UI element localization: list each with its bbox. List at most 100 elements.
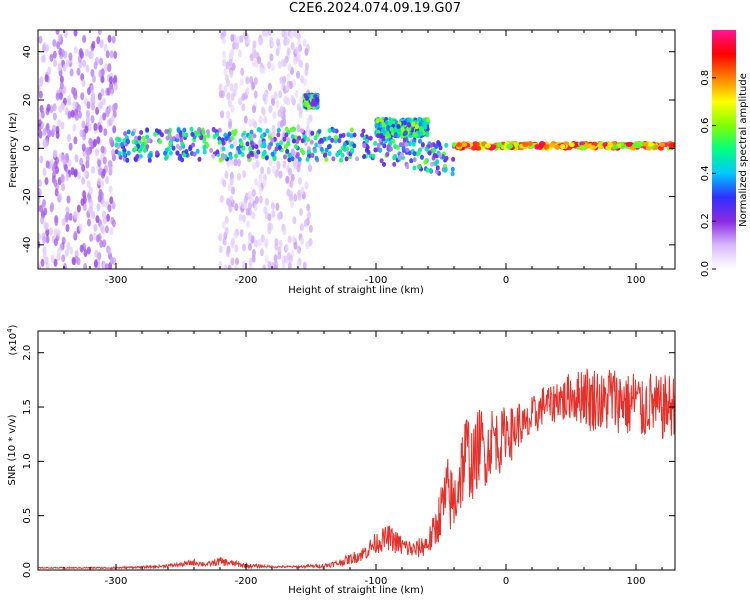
heatmap-cell	[319, 137, 324, 143]
heatmap-cell	[253, 239, 258, 248]
heatmap-cell	[251, 211, 256, 220]
heatmap-cell	[289, 81, 293, 90]
heatmap-cell	[300, 128, 304, 134]
heatmap-cell	[451, 156, 456, 162]
heatmap-cell	[45, 228, 50, 237]
heatmap-cell	[53, 258, 58, 267]
heatmap-cell	[231, 129, 236, 135]
heatmap-cell	[42, 44, 46, 53]
heatmap-cell	[101, 226, 105, 235]
heatmap-cell	[407, 141, 412, 147]
x-tick-label: 100	[626, 576, 645, 587]
heatmap-cell	[120, 141, 125, 147]
heatmap-cell	[261, 151, 266, 157]
y-tick-label: 1.5	[22, 399, 33, 415]
heatmap-cell	[257, 180, 262, 189]
x-tick-label: 100	[626, 275, 645, 286]
heatmap-cell	[38, 118, 42, 127]
heatmap-cell	[300, 236, 305, 245]
heatmap-cell	[68, 142, 73, 151]
heatmap-cell	[271, 210, 276, 219]
y-tick-label: 2.0	[22, 345, 33, 361]
heatmap-cell	[217, 139, 222, 145]
heatmap-cell	[109, 256, 114, 265]
heatmap-cell	[224, 147, 229, 156]
heatmap-cell	[264, 255, 269, 264]
heatmap-cell	[327, 128, 332, 133]
heatmap-cell	[543, 144, 550, 150]
heatmap-cell	[53, 149, 58, 158]
heatmap-cell	[393, 126, 398, 132]
heatmap-cell	[298, 176, 302, 185]
heatmap-cell	[251, 81, 256, 90]
heatmap-cell	[61, 183, 65, 192]
heatmap-cell	[89, 50, 94, 59]
heatmap-cell	[211, 126, 216, 132]
heatmap-cell	[83, 249, 88, 258]
heatmap-cell	[223, 264, 228, 269]
heatmap-cell	[81, 164, 86, 173]
heatmap-cell	[100, 170, 105, 179]
heatmap-cell	[399, 152, 404, 158]
heatmap-cell	[270, 137, 275, 143]
heatmap-cell	[222, 237, 227, 246]
heatmap-cell	[92, 138, 97, 147]
heatmap-cell	[110, 115, 115, 124]
heatmap-cell	[45, 235, 50, 244]
heatmap-cell	[111, 219, 116, 228]
heatmap-cell	[56, 41, 61, 50]
heatmap-cell	[234, 244, 239, 253]
heatmap-cell	[304, 47, 309, 56]
heatmap-cell	[217, 127, 222, 133]
heatmap-cell	[241, 214, 246, 223]
heatmap-cell	[385, 131, 390, 137]
heatmap-cell	[411, 121, 416, 127]
heatmap-cell	[420, 154, 424, 160]
heatmap-cell	[70, 167, 75, 176]
heatmap-cell	[87, 123, 92, 132]
heatmap-cell	[93, 223, 98, 232]
heatmap-cell	[268, 158, 273, 167]
heatmap-cell	[344, 156, 349, 162]
heatmap-cell	[418, 121, 423, 127]
heatmap-cell	[61, 154, 66, 163]
heatmap-cell	[109, 196, 114, 205]
heatmap-cell	[274, 146, 279, 152]
heatmap-cell	[52, 39, 57, 48]
heatmap-cell	[444, 155, 449, 161]
heatmap-cell	[306, 150, 311, 155]
heatmap-cell	[267, 61, 272, 70]
heatmap-cell	[252, 40, 257, 49]
heatmap-cell	[392, 161, 397, 167]
heatmap-cell	[218, 260, 223, 269]
heatmap-cell	[352, 132, 357, 138]
heatmap-cell	[612, 144, 619, 150]
heatmap-cell	[238, 213, 243, 222]
heatmap-cell	[92, 74, 96, 83]
heatmap-cell	[333, 138, 338, 144]
heatmap-cell	[287, 152, 292, 158]
heatmap-cell	[47, 66, 52, 75]
heatmap-cell	[111, 201, 116, 210]
heatmap-cell	[141, 135, 146, 141]
x-tick-label: 0	[503, 576, 509, 587]
heatmap-cell	[435, 165, 440, 171]
y-tick-label: 20	[22, 94, 33, 107]
heatmap-cell	[307, 211, 311, 220]
heatmap-cell	[249, 150, 254, 156]
heatmap-cell	[418, 126, 423, 132]
heatmap-cell	[375, 118, 380, 124]
heatmap-cell	[376, 142, 381, 148]
heatmap-cell	[256, 127, 261, 132]
heatmap-cell	[230, 135, 235, 141]
heatmap-cell	[224, 170, 229, 179]
heatmap-cell	[373, 140, 378, 146]
heatmap-cell	[139, 130, 144, 135]
heatmap-cell	[45, 44, 49, 53]
heatmap-cell	[180, 141, 185, 147]
heatmap-cell	[308, 238, 313, 247]
heatmap-cell	[59, 81, 64, 90]
heatmap-cell	[276, 127, 281, 133]
heatmap-cell	[253, 203, 258, 212]
heatmap-cell	[223, 68, 228, 77]
